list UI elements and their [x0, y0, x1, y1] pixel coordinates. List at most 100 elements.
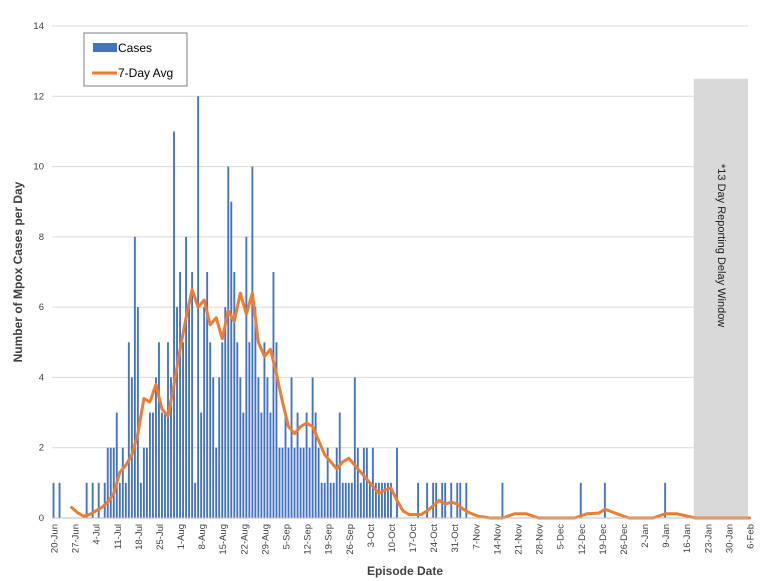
x-tick-label: 1-Aug — [176, 524, 187, 549]
cases-bar — [103, 482, 106, 518]
cases-bar — [332, 482, 335, 518]
cases-bar — [341, 482, 344, 518]
cases-bar — [254, 307, 257, 518]
legend-label-cases: Cases — [118, 41, 152, 55]
y-tick-label: 4 — [39, 372, 44, 383]
cases-bar — [58, 482, 61, 518]
cases-bar — [356, 447, 359, 518]
cases-bar — [230, 201, 233, 518]
cases-bar — [371, 447, 374, 518]
reporting-window-label: *13 Day Reporting Delay Window — [715, 164, 727, 327]
x-tick-label: 25-Jul — [155, 524, 166, 550]
x-tick-label: 14-Nov — [492, 524, 503, 555]
cases-bar — [142, 447, 145, 518]
cases-bar — [176, 307, 178, 518]
cases-bar — [435, 482, 438, 518]
cases-bar — [115, 412, 118, 518]
cases-bar — [139, 482, 142, 518]
cases-bar — [380, 482, 383, 518]
cases-bar — [314, 412, 317, 518]
cases-bar — [242, 412, 245, 518]
cases-bar — [281, 447, 284, 518]
cases-bar — [374, 482, 377, 518]
x-tick-label: 6-Feb — [746, 524, 757, 549]
x-tick-label: 12-Sep — [303, 524, 314, 555]
y-tick-label: 8 — [39, 232, 44, 243]
cases-bar — [109, 447, 112, 518]
cases-bar — [158, 342, 160, 518]
cases-bar — [106, 447, 109, 518]
cases-bar — [441, 482, 444, 518]
cases-bar — [444, 482, 447, 518]
cases-bar — [387, 482, 389, 518]
cases-bar — [188, 307, 191, 518]
x-tick-label: 12-Dec — [577, 524, 588, 555]
x-tick-label: 7-Nov — [471, 524, 482, 550]
cases-bar — [344, 482, 347, 518]
cases-bar — [215, 447, 218, 518]
cases-bar — [136, 307, 139, 518]
cases-bar — [275, 342, 278, 518]
cases-bar — [91, 482, 94, 518]
cases-bar — [579, 482, 582, 518]
cases-bar — [182, 342, 184, 518]
cases-bar — [218, 377, 221, 518]
cases-bar — [377, 482, 380, 518]
cases-bar — [118, 482, 121, 518]
cases-bar — [236, 342, 239, 518]
cases-bar — [368, 482, 371, 518]
x-tick-label: 15-Aug — [218, 524, 229, 555]
x-tick-label: 16-Jan — [682, 524, 693, 553]
cases-bar — [221, 342, 224, 518]
cases-bar — [173, 131, 175, 518]
cases-bar — [365, 447, 368, 518]
x-tick-label: 4-Jul — [92, 524, 103, 545]
cases-bar — [239, 377, 242, 518]
cases-bar — [459, 482, 462, 518]
cases-bar — [200, 412, 203, 518]
x-tick-label: 11-Jul — [113, 524, 124, 549]
x-tick-label: 18-Jul — [134, 524, 145, 550]
x-tick-label: 24-Oct — [429, 524, 440, 553]
cases-bar — [251, 166, 254, 519]
cases-bar — [148, 412, 151, 518]
cases-bar — [311, 377, 314, 518]
cases-bar — [272, 272, 275, 518]
y-tick-label: 12 — [33, 91, 44, 102]
cases-bar — [209, 342, 212, 518]
cases-bar — [167, 342, 169, 518]
cases-bar — [170, 377, 172, 518]
x-tick-label: 3-Oct — [366, 524, 377, 548]
x-tick-label: 5-Dec — [556, 524, 567, 550]
cases-bar — [257, 377, 260, 518]
x-tick-label: 5-Sep — [282, 524, 293, 549]
legend-swatch-cases — [93, 43, 117, 52]
cases-bar — [164, 412, 166, 518]
cases-bar — [127, 342, 130, 518]
cases-bar — [426, 482, 429, 518]
x-tick-label: 23-Jan — [703, 524, 714, 553]
cases-bar — [296, 412, 299, 518]
x-tick-label: 19-Dec — [598, 524, 609, 555]
x-tick-label: 20-Jun — [50, 524, 61, 553]
x-tick-label: 10-Oct — [387, 524, 398, 553]
cases-bar — [245, 236, 248, 518]
x-tick-label: 27-Jun — [71, 524, 82, 553]
cases-bar — [85, 482, 88, 518]
seven-day-avg-line — [70, 288, 752, 520]
x-tick-label: 31-Oct — [450, 524, 461, 553]
cases-bar — [390, 482, 392, 518]
x-tick-label: 22-Aug — [239, 524, 250, 555]
cases-bar — [350, 482, 353, 518]
cases-bar — [320, 482, 323, 518]
x-tick-label: 17-Oct — [408, 524, 419, 553]
cases-bar — [155, 377, 157, 518]
cases-bar — [465, 482, 468, 518]
y-axis-title: Number of Mpox Cases per Day — [11, 181, 25, 362]
cases-bar — [194, 482, 197, 518]
cases-bar — [52, 482, 55, 518]
cases-bar — [302, 447, 305, 518]
cases-bar — [145, 447, 148, 518]
